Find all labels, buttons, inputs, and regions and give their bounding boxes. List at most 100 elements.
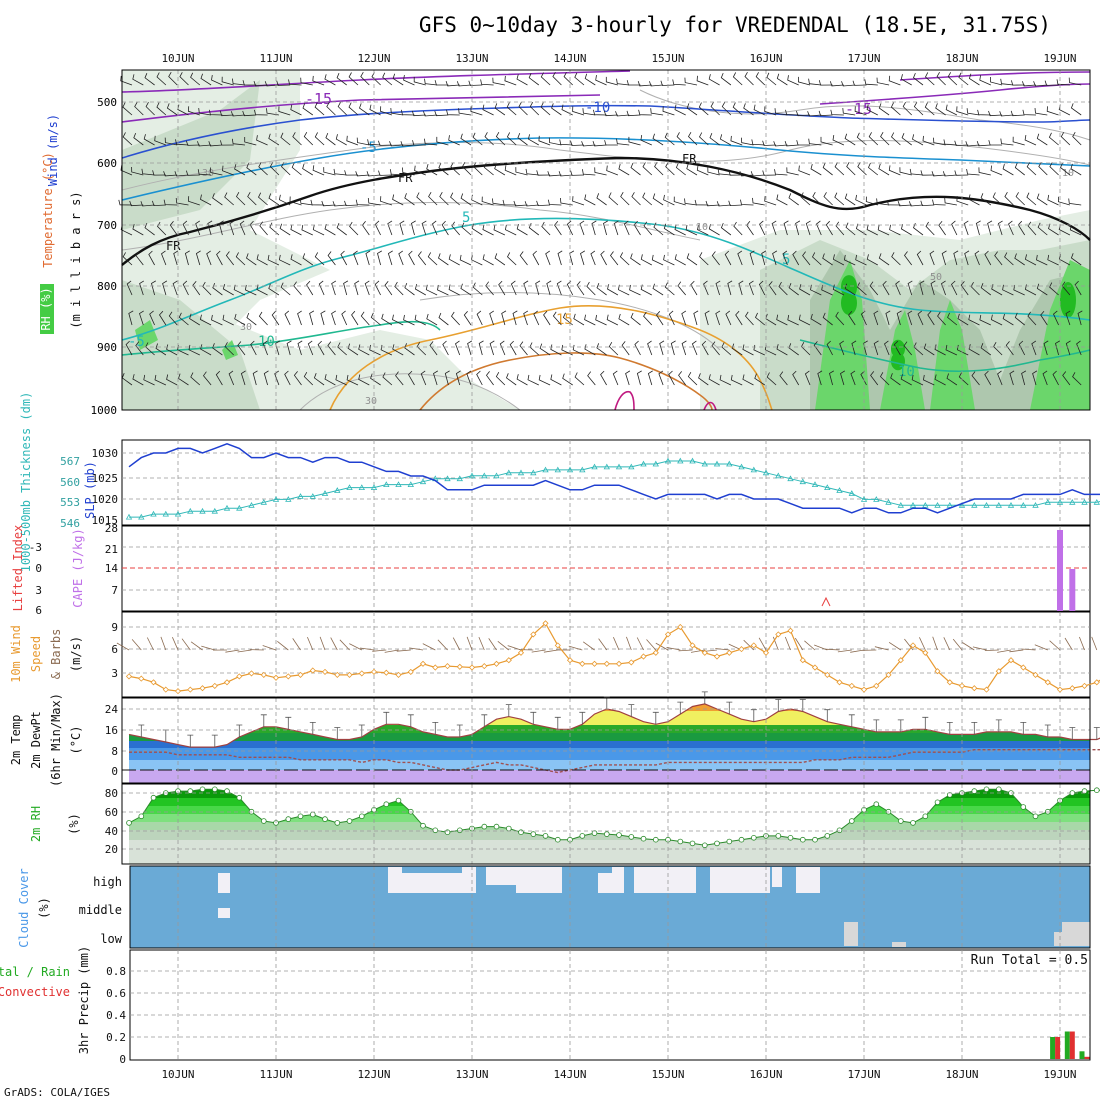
upper-ylabel-temp: Temperature (°C): [41, 152, 55, 268]
rh2m-marker: [653, 837, 658, 842]
label-minus15: -15: [305, 90, 332, 108]
ytick-500: 500: [97, 96, 117, 109]
li-tick-3: 3: [35, 584, 42, 597]
rh2m-marker: [482, 824, 487, 829]
label-rh50: 50: [930, 272, 942, 283]
rh2m-marker: [580, 834, 585, 839]
precip-tick-08: 0.8: [106, 965, 126, 978]
top-date-label: 16JUN: [749, 52, 782, 65]
temp-tick-16: 16: [105, 724, 118, 737]
slp-tick-1030: 1030: [92, 447, 119, 460]
bottom-date-label: 10JUN: [161, 1068, 194, 1081]
rh2m-marker: [727, 839, 732, 844]
rh2m-marker: [519, 830, 524, 835]
precip-panel-frame: [130, 950, 1090, 1060]
cloud-ylabel-a: Cloud Cover: [17, 868, 31, 947]
ytick-800: 800: [97, 280, 117, 293]
precip-bar-conv: [1055, 1037, 1060, 1059]
thick-tick-546: 546: [60, 517, 80, 530]
ytick-600: 600: [97, 157, 117, 170]
rh2m-marker: [433, 828, 438, 833]
rh2m-marker: [678, 839, 683, 844]
bottom-date-label: 11JUN: [259, 1068, 292, 1081]
wind10-ylabel-c: & Barbs: [49, 629, 63, 680]
rh2m-marker: [151, 795, 156, 800]
bottom-date-label: 14JUN: [553, 1068, 586, 1081]
upper-air-panel: -15 -15 -10 -5 FR FR FR 5 5 -5 10 10 15 …: [39, 70, 1090, 417]
cape-ylabel-li: Lifted Index: [11, 525, 25, 612]
rh2m-marker: [898, 819, 903, 824]
rh2m-marker: [457, 828, 462, 833]
rh2m-marker: [1021, 805, 1026, 810]
precip-tick-0: 0: [119, 1053, 126, 1066]
cloud-level-high: high: [93, 875, 122, 889]
precip-ylabel-c: Convective: [0, 985, 70, 999]
ytick-700: 700: [97, 219, 117, 232]
rh2m-marker: [384, 802, 389, 807]
precip-run-total: Run Total = 0.5: [971, 953, 1088, 968]
li-tick-6: 6: [35, 604, 42, 617]
thick-tick-567: 567: [60, 455, 80, 468]
thick-tick-553: 553: [60, 496, 80, 509]
rh2m-marker: [506, 826, 511, 831]
rh2m-marker: [237, 795, 242, 800]
cape-ticks: 28 21 14 7: [105, 522, 119, 597]
wind10-tick-9: 9: [111, 621, 118, 634]
upper-ylabel-mb: (m i l l i b a r s): [69, 191, 83, 328]
cape-ylabel-cape: CAPE (J/kg): [71, 528, 85, 607]
rh2m-marker: [335, 821, 340, 826]
rh2m-marker: [261, 819, 266, 824]
rh-tick-40: 40: [105, 825, 118, 838]
rh2m-marker: [715, 841, 720, 846]
top-date-label: 11JUN: [259, 52, 292, 65]
rh2m-marker: [310, 812, 315, 817]
bottom-date-label: 17JUN: [847, 1068, 880, 1081]
cape-bar: [1057, 530, 1063, 611]
temp-ylabel-b: 2m DewPt: [29, 711, 43, 769]
rh2m-marker: [813, 837, 818, 842]
label-rh30: 30: [202, 168, 214, 179]
wind10-ticks: 9 6 3: [111, 621, 118, 680]
cloud-level-low: low: [100, 932, 122, 946]
temp-tick-0: 0: [111, 765, 118, 778]
wind10-panel: 9 6 3 10m Wind Speed & Barbs (m/s): [9, 612, 1100, 697]
label-rh30-b: 30: [240, 322, 252, 333]
precip-tick-02: 0.2: [106, 1031, 126, 1044]
cape-tick-21: 21: [105, 543, 118, 556]
rh2m-marker: [984, 787, 989, 792]
rh2m-marker: [543, 834, 548, 839]
temp-band-blue-dark: [122, 741, 1090, 748]
rh2m-marker: [396, 798, 401, 803]
rh2m-marker: [825, 834, 830, 839]
upper-ylabel-rh: RH (%): [39, 287, 53, 330]
precip-panel: Run Total = 0.5 0.8 0.6 0.4 0.2 0 3hr Pr…: [0, 946, 1090, 1066]
temp-tick-24: 24: [105, 703, 119, 716]
wind10-ylabel-a: 10m Wind: [9, 625, 23, 683]
wind10-ylabel-b: Speed: [29, 636, 43, 672]
rh-tick-20: 20: [105, 843, 118, 856]
rh-ylabel-units: (%): [67, 813, 81, 835]
top-date-label: 15JUN: [651, 52, 684, 65]
rh2m-marker: [421, 823, 426, 828]
precip-tick-06: 0.6: [106, 987, 126, 1000]
rh2m-marker: [751, 835, 756, 840]
top-date-label: 18JUN: [945, 52, 978, 65]
bottom-date-label: 15JUN: [651, 1068, 684, 1081]
footer-credit: GrADS: COLA/IGES: [4, 1086, 110, 1099]
cloud-level-middle: middle: [79, 903, 122, 917]
rh2m-marker: [139, 814, 144, 819]
top-date-label: 10JUN: [161, 52, 194, 65]
rh2m-marker: [200, 787, 205, 792]
top-date-label: 19JUN: [1043, 52, 1076, 65]
rh-ticks: 80 60 40 20: [105, 787, 118, 856]
wind10-panel-frame: [122, 612, 1090, 697]
rh2m-marker: [935, 800, 940, 805]
label-fr-2: FR: [682, 152, 697, 166]
rh2m-marker: [702, 843, 707, 848]
temp-tick-8: 8: [111, 745, 118, 758]
top-date-label: 12JUN: [357, 52, 390, 65]
temp-max-bar: [1094, 728, 1100, 740]
bottom-date-label: 19JUN: [1043, 1068, 1076, 1081]
